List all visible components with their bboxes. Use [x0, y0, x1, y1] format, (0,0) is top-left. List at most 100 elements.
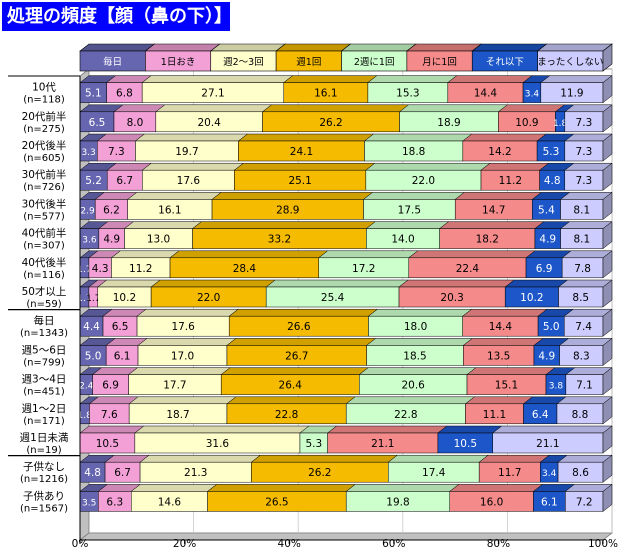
category-n-label: (n=605) — [23, 153, 65, 164]
category-label: 20代後半 — [22, 139, 67, 152]
data-label: 16.1 — [158, 204, 181, 216]
data-label: 3.4 — [525, 90, 540, 100]
data-label: 20.6 — [401, 380, 425, 392]
category-label: 20代前半 — [22, 110, 67, 123]
data-label: 3.4 — [542, 469, 557, 479]
bar-segment-top — [127, 367, 231, 375]
data-label: 21.1 — [371, 438, 394, 450]
data-label: 26.2 — [308, 467, 331, 479]
data-label: 7.2 — [576, 496, 593, 508]
bar-segment-top — [365, 162, 491, 171]
category-n-label: (n=116) — [23, 270, 65, 281]
category-n-label: (n=275) — [23, 124, 65, 135]
bar-segment-top — [141, 162, 245, 171]
data-label: 5.0 — [85, 350, 102, 362]
data-label: 8.8 — [572, 409, 589, 421]
category-n-label: (n=307) — [23, 241, 65, 252]
data-label: 28.9 — [276, 204, 299, 216]
data-label: 6.4 — [532, 409, 549, 421]
bar-segment-top — [211, 192, 374, 200]
data-label: 8.0 — [127, 117, 144, 129]
category-n-label: (n=577) — [23, 211, 65, 222]
bar-segment-top — [169, 250, 329, 259]
bar-segment-top — [438, 221, 545, 229]
bar-segment-top — [141, 75, 294, 83]
bar-segment-top — [345, 484, 460, 492]
data-label: 6.8 — [116, 88, 133, 100]
data-label: 6.3 — [106, 496, 123, 508]
bar-segment-top — [478, 454, 551, 463]
data-label: 5.1 — [85, 88, 102, 100]
bar-side — [602, 308, 613, 337]
data-label: 18.8 — [402, 146, 425, 158]
category-label: 30代前半 — [22, 168, 67, 181]
bar-segment-top — [540, 75, 613, 83]
category-label: 40代後半 — [22, 256, 67, 269]
legend-entry: 毎日 — [103, 56, 122, 68]
data-label: 5.0 — [543, 321, 560, 333]
data-label: 26.7 — [285, 350, 308, 362]
data-label: 8.1 — [573, 204, 590, 216]
bar-side — [602, 454, 613, 483]
bar-side — [602, 367, 613, 396]
bar-segment-top — [191, 221, 377, 229]
category-label: 50才以上 — [22, 285, 67, 298]
bar-segment-top — [134, 133, 249, 142]
category-n-label: (n=1216) — [20, 474, 68, 485]
data-label: 8.3 — [573, 350, 590, 362]
data-label: 25.4 — [321, 292, 345, 304]
data-label: 5.2 — [85, 175, 102, 187]
data-label: 6.7 — [114, 467, 131, 479]
x-tick-label: 0% — [72, 538, 89, 549]
data-label: 17.2 — [352, 263, 375, 275]
bar-segment-top — [365, 221, 450, 229]
data-label: 27.1 — [201, 88, 224, 100]
category-label: 30代後半 — [22, 197, 67, 210]
legend-swatch-top — [79, 43, 156, 52]
x-tick-label: 60% — [382, 538, 405, 549]
category-label: 子供なし — [23, 460, 65, 473]
data-label: 17.4 — [422, 467, 446, 479]
bar-segment-top — [97, 279, 161, 288]
data-label: 20.3 — [440, 292, 463, 304]
bar-side — [602, 425, 613, 454]
data-label: 6.9 — [102, 380, 119, 392]
category-label: 10代 — [32, 82, 56, 94]
category-n-label: (n=59) — [26, 299, 61, 310]
data-label: 14.4 — [474, 88, 498, 100]
data-label: 13.0 — [147, 234, 170, 246]
bar-segment-top — [398, 279, 515, 288]
data-label: 4.9 — [103, 234, 120, 246]
data-label: 4.9 — [538, 350, 555, 362]
bar-segment-top — [283, 75, 378, 83]
bar-side — [602, 250, 613, 279]
data-label: 14.2 — [488, 146, 511, 158]
data-label: 26.2 — [319, 117, 342, 129]
bar-segment-top — [134, 425, 310, 434]
category-label: 週1～2日 — [22, 403, 67, 415]
bar-segment-top — [155, 104, 273, 113]
bar-segment-top — [557, 454, 613, 463]
category-label: 子供あり — [23, 489, 65, 502]
legend-entry: 2週に1回 — [354, 56, 395, 68]
data-label: 16.0 — [480, 496, 503, 508]
bar-segment-top — [358, 367, 477, 375]
bar-segment-top — [466, 367, 556, 375]
data-label: 10.2 — [520, 292, 543, 304]
category-n-label: (n=726) — [23, 182, 65, 193]
data-label: 19.7 — [175, 146, 198, 158]
data-label: 15.1 — [495, 380, 518, 392]
data-label: 4.9 — [539, 234, 556, 246]
bar-segment-top — [462, 338, 544, 346]
data-label: 33.2 — [268, 234, 291, 246]
data-label: 8.6 — [572, 467, 589, 479]
bar-segment-top — [367, 75, 458, 83]
bar-segment-top — [250, 454, 398, 463]
bar-segment-top — [226, 396, 356, 405]
data-label: 1.8 — [78, 411, 93, 421]
bar-segment-top — [237, 133, 375, 142]
data-label: 14.0 — [391, 234, 414, 246]
x-tick-label: 80% — [487, 538, 510, 549]
legend-entry: 1日おき — [161, 57, 196, 68]
legend-swatch-top — [536, 43, 613, 52]
